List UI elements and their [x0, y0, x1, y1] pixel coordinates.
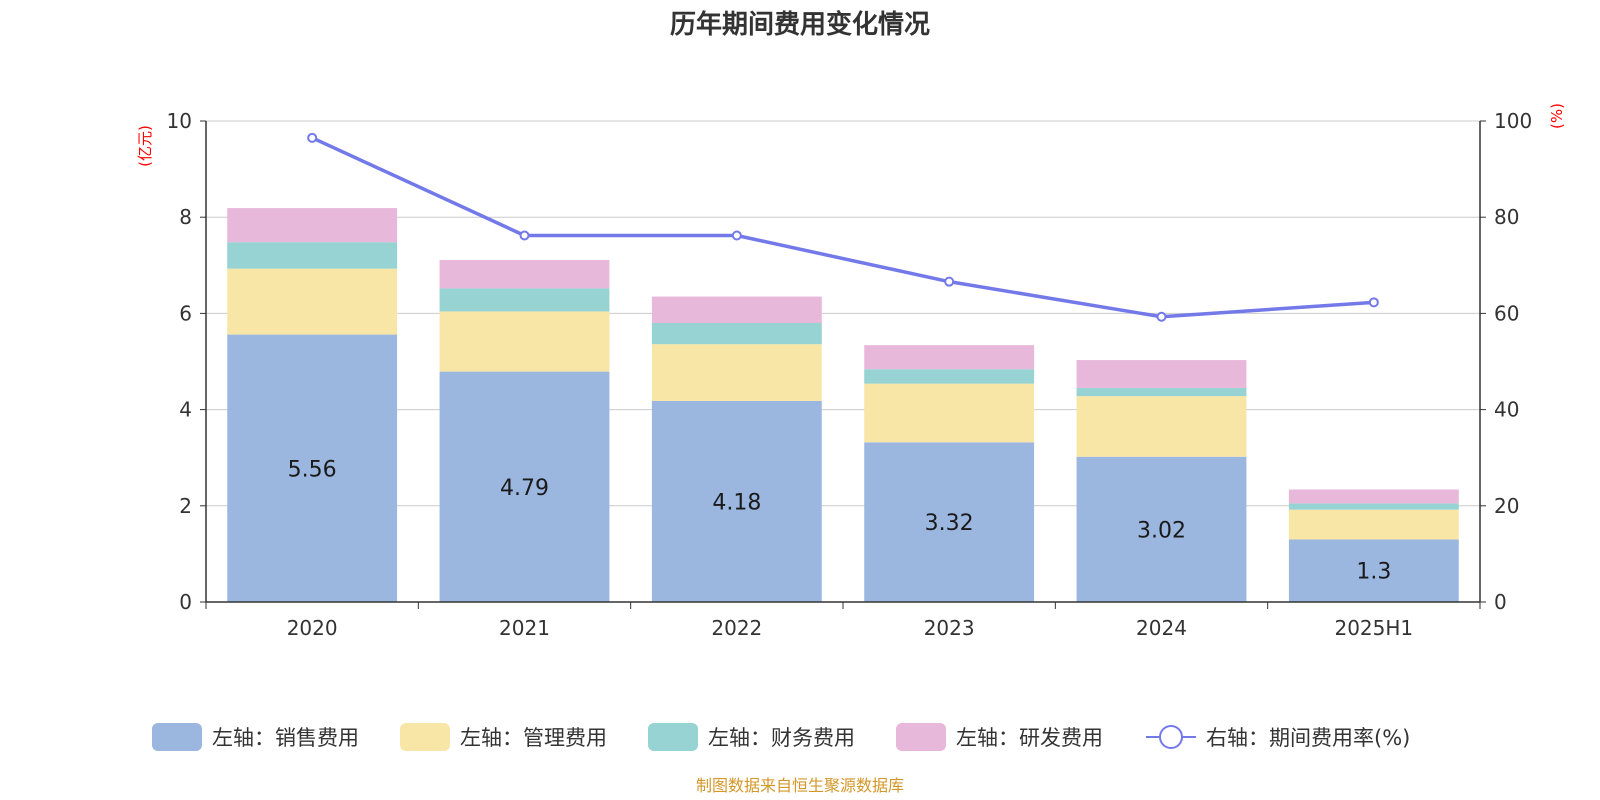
bar-finance — [439, 288, 610, 312]
bar-rnd — [864, 345, 1035, 370]
bar-sales — [864, 442, 1035, 602]
bar-rnd — [1288, 489, 1459, 504]
x-axis-tick-label: 2024 — [1136, 616, 1187, 640]
left-axis-tick-label: 10 — [167, 109, 192, 133]
rate-point — [519, 230, 530, 241]
right-axis-tick-label: 20 — [1494, 494, 1519, 518]
bar-admin — [227, 268, 398, 335]
legend-label-finance: 左轴：财务费用 — [708, 726, 855, 750]
rate-point — [731, 230, 742, 241]
legend-swatch-finance — [648, 723, 698, 751]
rate-point — [1156, 311, 1167, 322]
x-axis-tick-label: 2022 — [711, 616, 762, 640]
rate-point — [1368, 297, 1379, 308]
rate-point — [307, 132, 318, 143]
right-axis-unit: (%) — [1548, 103, 1566, 129]
bar-admin — [1076, 396, 1247, 457]
bar-stacks — [227, 208, 1459, 602]
bar-rnd — [439, 260, 610, 289]
bar-admin — [864, 383, 1035, 443]
rate-line-layer — [307, 132, 1379, 322]
bar-sales — [1076, 456, 1247, 602]
rate-line — [311, 136, 1374, 319]
bar-sales — [227, 334, 398, 602]
data-labels: 5.56 4.79 4.18 3.32 3.02 1.3 — [288, 457, 1392, 584]
bar-admin — [651, 344, 822, 401]
bar-admin — [439, 311, 610, 372]
bar-finance — [1288, 503, 1459, 510]
left-axis-tick-label: 8 — [179, 205, 192, 229]
x-axis-tick-label: 2025H1 — [1334, 616, 1413, 640]
bar-finance — [1076, 387, 1247, 397]
legend: 左轴：销售费用 左轴：管理费用 左轴：财务费用 左轴：研发费用 右轴：期间费用率(%) — [152, 723, 1410, 751]
left-axis-tick-label: 2 — [179, 494, 192, 518]
sales-data-label: 1.3 — [1356, 560, 1391, 585]
right-axis-tick-label: 60 — [1494, 301, 1519, 325]
legend-swatch-marker — [1159, 725, 1183, 749]
grid-lines — [206, 120, 1480, 507]
bar-sales — [1288, 539, 1459, 602]
bar-admin — [1288, 509, 1459, 540]
bar-rnd — [1076, 360, 1247, 388]
bar-sales — [651, 400, 822, 602]
right-axis-tick-label: 80 — [1494, 205, 1519, 229]
legend-label-sales: 左轴：销售费用 — [212, 726, 359, 750]
left-axis-unit: (亿元) — [136, 125, 154, 167]
left-axis-tick-label: 6 — [179, 301, 192, 325]
bar-rnd — [227, 208, 398, 243]
rate-point — [944, 276, 955, 287]
sales-data-label: 5.56 — [288, 457, 337, 482]
legend-swatch-rnd — [896, 723, 946, 751]
sales-data-label: 4.79 — [500, 476, 549, 501]
right-axis-tick-label: 40 — [1494, 398, 1519, 422]
chart-title: 历年期间费用变化情况 — [670, 9, 930, 40]
sales-data-label: 3.32 — [925, 511, 974, 536]
sales-data-label: 4.18 — [712, 490, 761, 515]
legend-label-admin: 左轴：管理费用 — [460, 726, 607, 750]
right-axis-tick-label: 100 — [1494, 109, 1532, 133]
x-axis-tick-label: 2020 — [287, 616, 338, 640]
axes: 0 0 2 20 4 40 6 60 8 80 10 100 2020 2021 2022 2023 2024 2… — [167, 109, 1533, 640]
source-note: 制图数据来自恒生聚源数据库 — [696, 776, 904, 795]
legend-swatch-admin — [400, 723, 450, 751]
bar-rnd — [651, 296, 822, 324]
x-axis-tick-label: 2021 — [499, 616, 550, 640]
bar-sales — [439, 371, 610, 602]
bar-finance — [227, 242, 398, 269]
bar-finance — [651, 323, 822, 345]
legend-label-rate: 右轴：期间费用率(%) — [1206, 726, 1410, 750]
legend-label-rnd: 左轴：研发费用 — [956, 726, 1103, 750]
left-axis-tick-label: 0 — [179, 590, 192, 614]
sales-data-label: 3.02 — [1137, 518, 1186, 543]
legend-swatch-sales — [152, 723, 202, 751]
right-axis-tick-label: 0 — [1494, 590, 1507, 614]
x-axis-tick-label: 2023 — [924, 616, 975, 640]
bar-finance — [864, 369, 1035, 384]
left-axis-tick-label: 4 — [179, 398, 192, 422]
